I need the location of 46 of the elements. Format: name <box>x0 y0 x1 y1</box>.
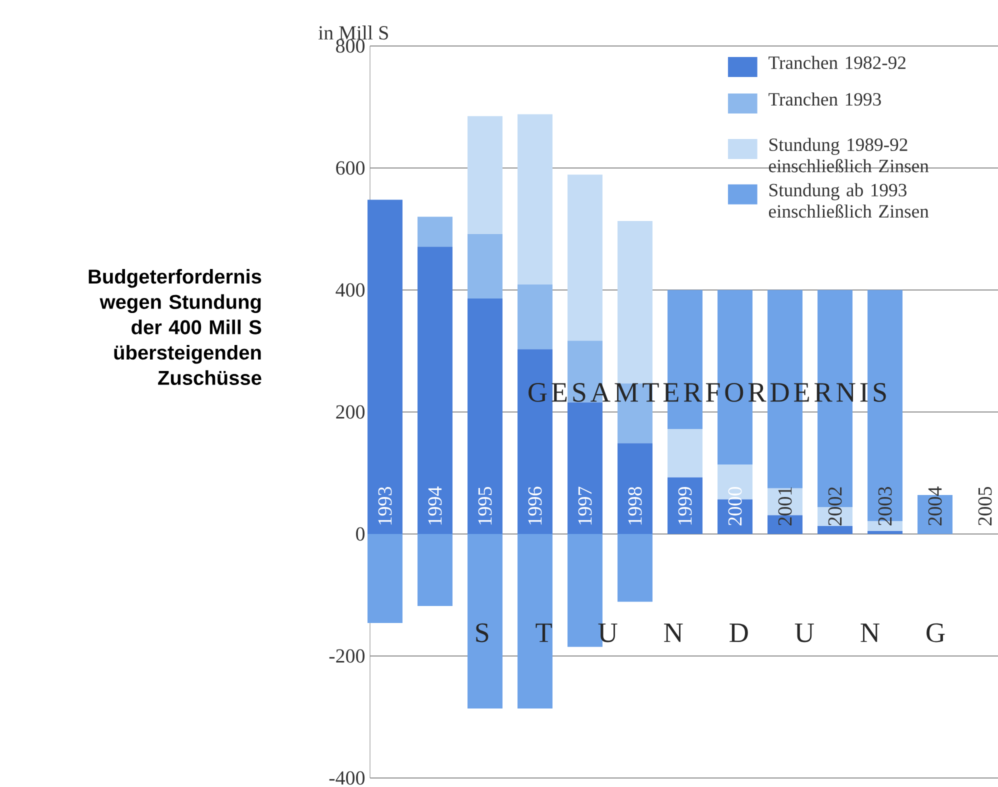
bar <box>418 534 453 606</box>
bar <box>868 530 903 534</box>
y-tick-label: -400 <box>329 771 365 785</box>
x-tick-label: 2001 <box>778 487 792 526</box>
text: Budgeterfordernis wegen Stundung der 400 Mill S übersteigenden Zuschüsse <box>88 268 262 385</box>
y-tick-label: 200 <box>336 405 365 419</box>
bar <box>518 534 553 708</box>
bar <box>468 116 503 234</box>
x-tick-label: 1994 <box>428 486 442 524</box>
y-axis-title: in Mill S <box>318 26 388 40</box>
x-tick-label: 1997 <box>578 486 592 524</box>
y-tick-label: 600 <box>336 161 365 175</box>
bar <box>818 526 853 534</box>
bar <box>468 298 503 534</box>
bar <box>668 429 703 478</box>
x-tick-label: 1996 <box>528 486 542 524</box>
bar <box>368 200 403 534</box>
x-tick-label: 1999 <box>678 487 692 524</box>
bar <box>618 221 653 384</box>
x-tick-label: 1998 <box>628 486 642 524</box>
y-tick-label: 400 <box>336 283 365 297</box>
bar <box>518 114 553 284</box>
bar <box>568 402 603 534</box>
legend-label: Stundung ab 1993 einschließlich Zinsen <box>768 183 929 218</box>
legend-label: Tranchen 1993 <box>768 92 881 106</box>
bar <box>518 284 553 350</box>
x-tick-label: 2004 <box>928 486 942 526</box>
x-tick-label: 2000 <box>728 486 742 526</box>
x-tick-label: 2002 <box>828 487 842 526</box>
bar <box>618 534 653 602</box>
y-tick-label: -200 <box>329 649 365 663</box>
legend-label: Tranchen 1982-92 <box>768 56 906 70</box>
x-tick-label: 1995 <box>478 487 492 524</box>
x-tick-label: 1993 <box>378 487 392 524</box>
bar <box>618 443 653 534</box>
bar <box>568 174 603 341</box>
x-tick-label: 2005 <box>978 487 992 526</box>
bar <box>468 534 503 708</box>
bar <box>418 246 453 534</box>
y-tick-label: 800 <box>336 39 365 53</box>
bar <box>368 534 403 624</box>
y-tick-label: 0 <box>356 527 365 541</box>
bar <box>418 216 453 247</box>
x-tick-label: 2003 <box>878 487 892 526</box>
bar <box>468 234 503 299</box>
bar <box>668 477 703 534</box>
